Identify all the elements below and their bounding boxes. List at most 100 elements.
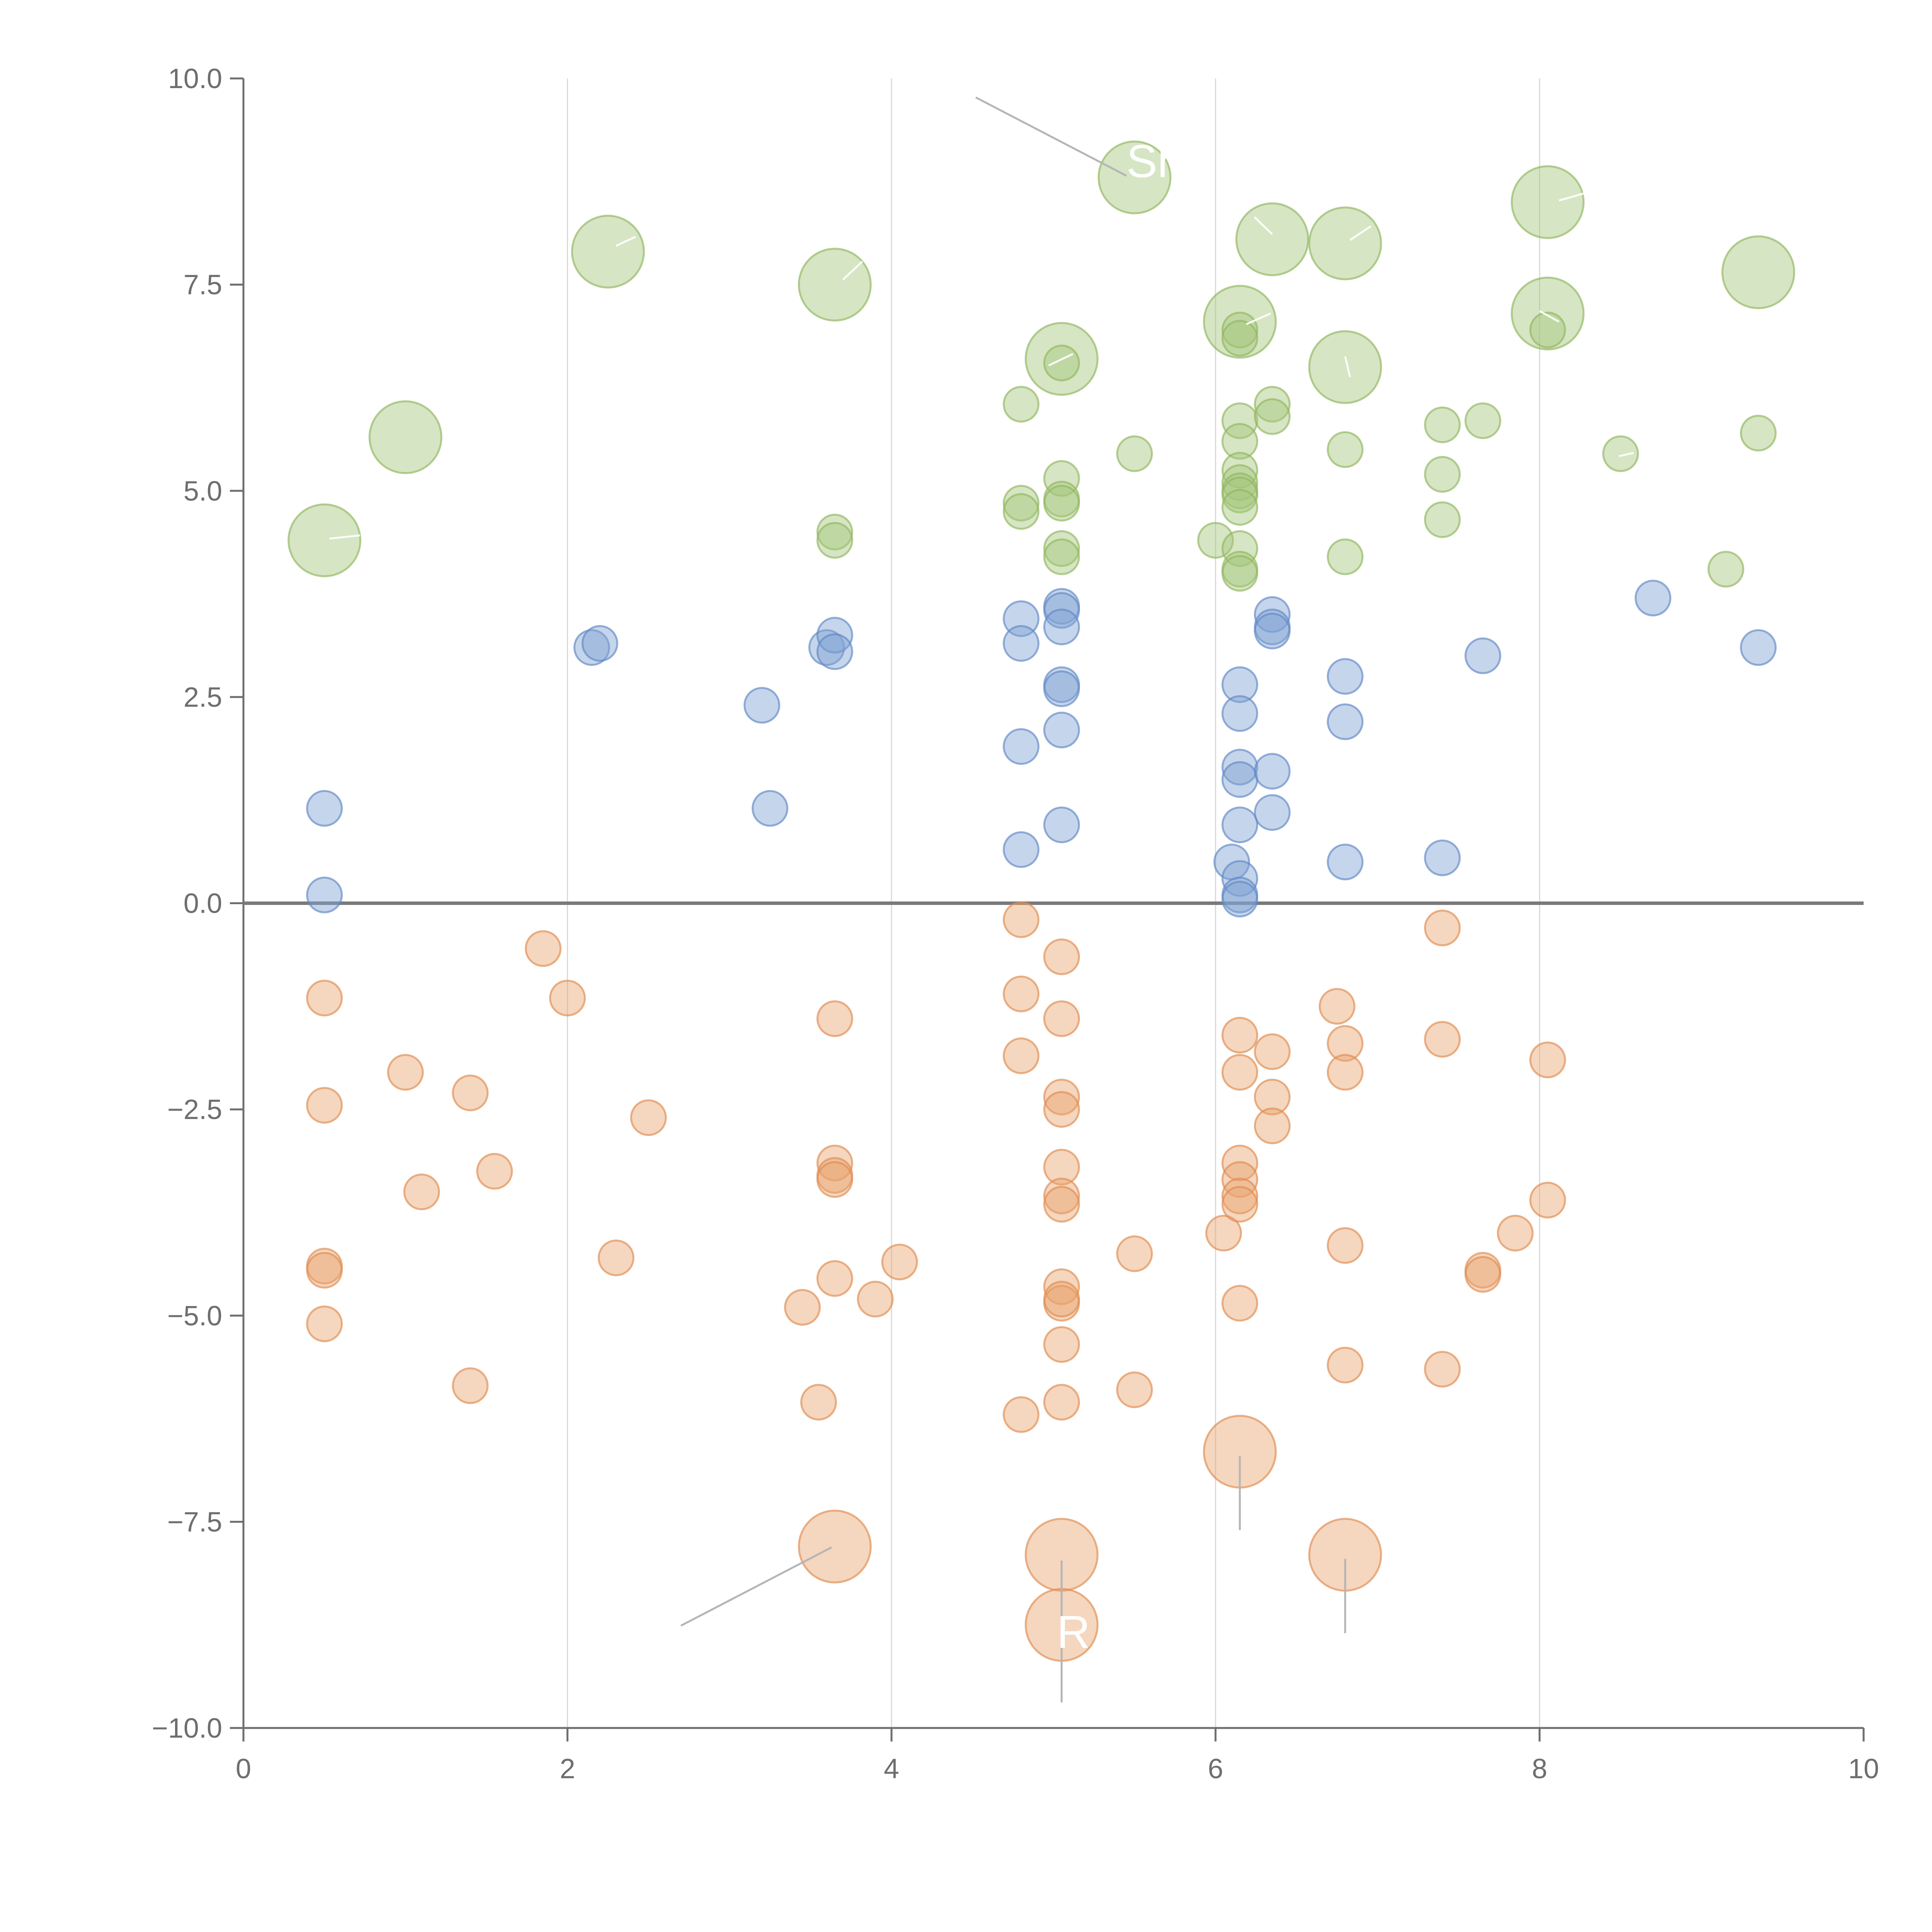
green-bubble [571, 214, 645, 289]
green-bubble [1097, 140, 1172, 214]
y-tick-label: −10.0 [152, 1713, 222, 1744]
orange-bubble [798, 1509, 872, 1583]
green-bubble [816, 522, 853, 559]
blue-bubble [1043, 806, 1080, 844]
green-bubble [1327, 431, 1364, 468]
orange-bubble [1254, 1078, 1291, 1116]
orange-bubble [1043, 938, 1080, 975]
orange-bubble [881, 1243, 918, 1281]
green-bubble [1740, 415, 1777, 452]
orange-bubble [1424, 1021, 1461, 1058]
green-bubble [287, 503, 362, 577]
orange-bubble [1424, 1350, 1461, 1388]
orange-bubble [306, 1252, 343, 1289]
y-tick-label: 0.0 [184, 888, 222, 919]
orange-bubble [1043, 1281, 1080, 1318]
green-bubble [1221, 489, 1259, 526]
x-tick-label: 0 [236, 1753, 251, 1784]
green-bubble [1221, 423, 1259, 460]
blue-bubble [1254, 612, 1291, 650]
y-tick-label: −5.0 [167, 1301, 222, 1332]
orange-bubble [1327, 1347, 1364, 1384]
y-tick-label: 10.0 [168, 63, 222, 94]
x-tick-label: 8 [1532, 1753, 1547, 1784]
green-bubble [1602, 435, 1639, 472]
green-bubble [1043, 530, 1080, 567]
orange-bubble [387, 1054, 424, 1091]
leader-line [1619, 452, 1634, 457]
orange-bubble [1254, 1107, 1291, 1145]
blue-bubble [816, 633, 853, 670]
orange-bubble [1043, 1091, 1080, 1128]
blue-bubble [1327, 658, 1364, 695]
orange-bubble [1327, 1025, 1364, 1062]
x-tick-label: 6 [1208, 1753, 1223, 1784]
y-tick-label: −7.5 [167, 1507, 222, 1537]
leader-line [975, 96, 1127, 177]
leader-line [680, 1546, 832, 1627]
orange-bubble [1221, 1054, 1259, 1091]
blue-bubble [1003, 728, 1040, 765]
orange-bubble [1221, 1186, 1259, 1223]
orange-bubble [1205, 1214, 1242, 1252]
x-tick-label: 4 [884, 1753, 899, 1784]
x-tick-label: 10 [1848, 1753, 1879, 1784]
orange-bubble [1529, 1041, 1566, 1078]
blue-bubble [1221, 761, 1259, 798]
orange-bubble [306, 980, 343, 1017]
orange-bubble [1043, 1326, 1080, 1363]
blue-bubble [1254, 753, 1291, 790]
green-bubble [368, 400, 442, 474]
orange-bubble [1116, 1371, 1153, 1408]
x-tick-label: 2 [560, 1753, 575, 1784]
leader-lines [329, 96, 1634, 1702]
orange-bubble [816, 1000, 853, 1037]
leader-line [1344, 356, 1351, 378]
green-bubble [1254, 386, 1291, 423]
blue-bubble [1221, 881, 1259, 918]
blue-bubble [752, 790, 789, 827]
blue-bubble [306, 876, 343, 913]
green-bubble [1424, 501, 1461, 538]
green-bubble [1529, 311, 1566, 349]
blue-bubble [743, 687, 781, 724]
green-bubble [1197, 522, 1234, 559]
orange-bubble [800, 1384, 837, 1421]
orange-bubble [306, 1087, 343, 1124]
orange-bubble [549, 980, 586, 1017]
orange-bubble [1424, 910, 1461, 947]
orange-bubble [1327, 1227, 1364, 1264]
leader-line [1349, 225, 1372, 241]
leader-line [1559, 191, 1588, 202]
green-bubble [1327, 538, 1364, 575]
orange-bubble [1043, 1078, 1080, 1116]
green-bubble [1721, 235, 1795, 310]
blue-bubble [1221, 748, 1259, 786]
y-tick-label: 5.0 [184, 476, 222, 507]
annotation-label: Sh [1126, 136, 1183, 187]
orange-bubble [1043, 1384, 1080, 1421]
leader-line [1246, 313, 1271, 325]
orange-bubble [1043, 1149, 1080, 1186]
blue-bubble [306, 790, 343, 827]
green-bubble [1424, 456, 1461, 493]
orange-bubble [816, 1161, 853, 1198]
orange-bubble [1221, 1285, 1259, 1322]
green-bubble [1464, 402, 1502, 439]
orange-bubble [597, 1239, 634, 1276]
green-bubble [1221, 476, 1259, 514]
leader-line [616, 236, 636, 247]
blue-bubble [1634, 580, 1672, 617]
blue-bubble [1327, 703, 1364, 740]
blue-bubble [1003, 831, 1040, 868]
blue-bubble [1254, 794, 1291, 831]
orange-bubble [857, 1281, 894, 1318]
tick-labels: −10.0 −7.5 −5.0 −2.5 0.0 2.5 5.0 7.5 10.0 0 2 4 6 8 10 [152, 63, 1879, 1784]
orange-bubble [306, 1305, 343, 1342]
orange-bubble [525, 930, 562, 967]
orange-bubble [452, 1074, 489, 1111]
blue-bubble [1043, 711, 1080, 748]
blue-bubble [1003, 625, 1040, 662]
